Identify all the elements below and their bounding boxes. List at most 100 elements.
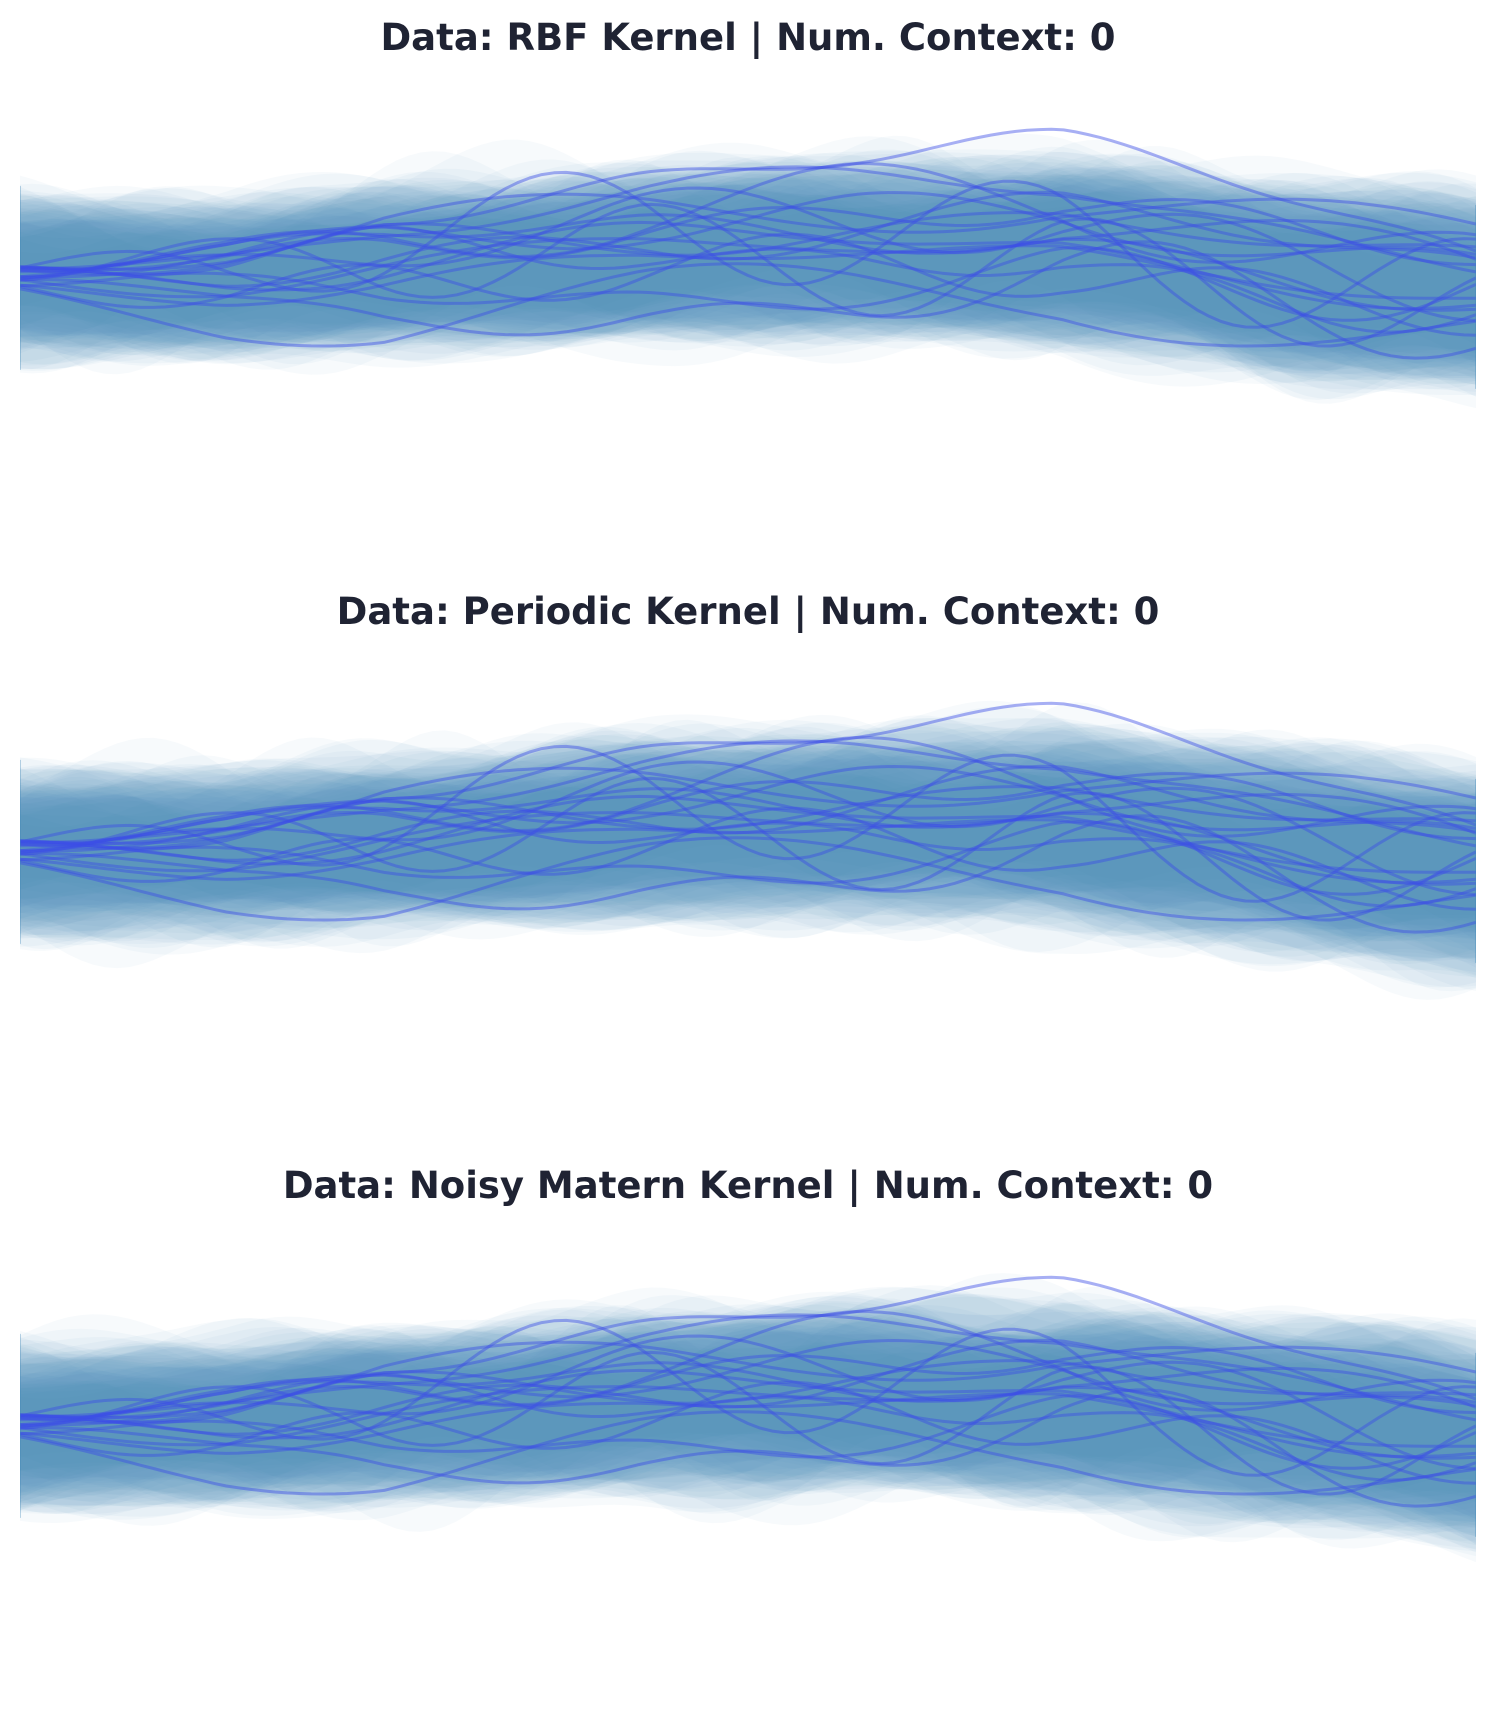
uncertainty-band [20,757,1476,942]
sample-lines [20,701,1476,934]
uncertainty-band [20,751,1476,941]
uncertainty-band [20,730,1476,957]
uncertainty-band [20,156,1476,374]
sample-line [20,785,1476,850]
uncertainty-band [20,160,1476,376]
chart-title: Data: Noisy Matern Kernel | Num. Context… [282,1164,1214,1207]
chart-title: Data: Periodic Kernel | Num. Context: 0 [336,590,1160,633]
uncertainty-band [20,1298,1476,1537]
sample-line [20,818,1476,881]
uncertainty-band [20,151,1476,370]
sample-line [20,127,1476,274]
sample-lines [20,127,1476,360]
uncertainty-band [20,1287,1476,1550]
sample-line [20,814,1476,934]
uncertainty-band [20,1330,1476,1497]
chart-title: Data: RBF Kernel | Num. Context: 0 [380,16,1116,59]
uncertainty-band [20,172,1476,353]
uncertainty-band [20,1287,1476,1529]
uncertainty-band [20,150,1476,400]
sample-line [20,1310,1476,1428]
uncertainty-band [20,723,1476,958]
uncertainty-band [20,1333,1476,1496]
sample-line [20,1350,1476,1496]
sample-line [20,787,1476,886]
sample-line [20,820,1476,896]
uncertainty-band [20,156,1476,364]
uncertainty-band [20,722,1476,969]
uncertainty-band [20,749,1476,933]
uncertainty-band [20,728,1476,961]
uncertainty-band [20,184,1476,361]
uncertainty-bands [20,1273,1476,1563]
uncertainty-band [20,706,1476,991]
sample-line [20,799,1476,908]
sample-line [20,1388,1476,1508]
uncertainty-band [20,1311,1476,1543]
uncertainty-band [20,734,1476,962]
uncertainty-band [20,1318,1476,1509]
uncertainty-band [20,748,1476,938]
plot-area [20,700,1476,1000]
sample-line [20,165,1476,274]
sample-line [20,246,1476,322]
uncertainty-band [20,1304,1476,1521]
sample-line [20,1359,1476,1424]
sample-line [20,1361,1476,1460]
uncertainty-bands [20,133,1476,409]
uncertainty-band [20,1321,1476,1527]
uncertainty-band [20,1318,1476,1531]
sample-line [20,244,1476,307]
uncertainty-band [20,1312,1476,1536]
uncertainty-band [20,167,1476,375]
uncertainty-band [20,157,1476,362]
uncertainty-band [20,718,1476,979]
uncertainty-band [20,1307,1476,1526]
uncertainty-band [20,742,1476,941]
uncertainty-band [20,714,1476,988]
sample-line [20,1394,1476,1470]
uncertainty-band [20,753,1476,929]
sample-lines [20,1275,1476,1508]
uncertainty-band [20,756,1476,915]
sample-line [20,766,1476,845]
uncertainty-band [20,736,1476,968]
uncertainty-bands [20,700,1476,1000]
uncertainty-band [20,723,1476,967]
uncertainty-band [20,176,1476,376]
uncertainty-band [20,1333,1476,1505]
sample-line [20,1410,1476,1496]
uncertainty-band [20,736,1476,944]
sample-line [20,262,1476,348]
sample-line [20,170,1476,329]
uncertainty-band [20,1273,1476,1539]
uncertainty-band [20,722,1476,992]
uncertainty-band [20,165,1476,389]
uncertainty-band [20,1293,1476,1538]
sample-line [20,1373,1476,1482]
uncertainty-band [20,1345,1476,1480]
sample-line [20,213,1476,312]
sample-line [20,240,1476,360]
uncertainty-band [20,1324,1476,1519]
sample-line [20,1392,1476,1455]
uncertainty-band [20,174,1476,368]
uncertainty-band [20,146,1476,385]
sample-line [20,794,1476,885]
plot-area [20,127,1476,409]
uncertainty-band [20,739,1476,937]
sample-line [20,1318,1476,1477]
uncertainty-band [20,1317,1476,1511]
uncertainty-band [20,753,1476,938]
uncertainty-band [20,182,1476,379]
uncertainty-band [20,751,1476,940]
uncertainty-band [20,161,1476,392]
uncertainty-band [20,745,1476,927]
uncertainty-band [20,191,1476,364]
sample-line [20,198,1476,271]
uncertainty-band [20,1291,1476,1552]
uncertainty-band [20,700,1476,988]
uncertainty-band [20,1285,1476,1549]
uncertainty-band [20,738,1476,951]
uncertainty-band [20,142,1476,397]
